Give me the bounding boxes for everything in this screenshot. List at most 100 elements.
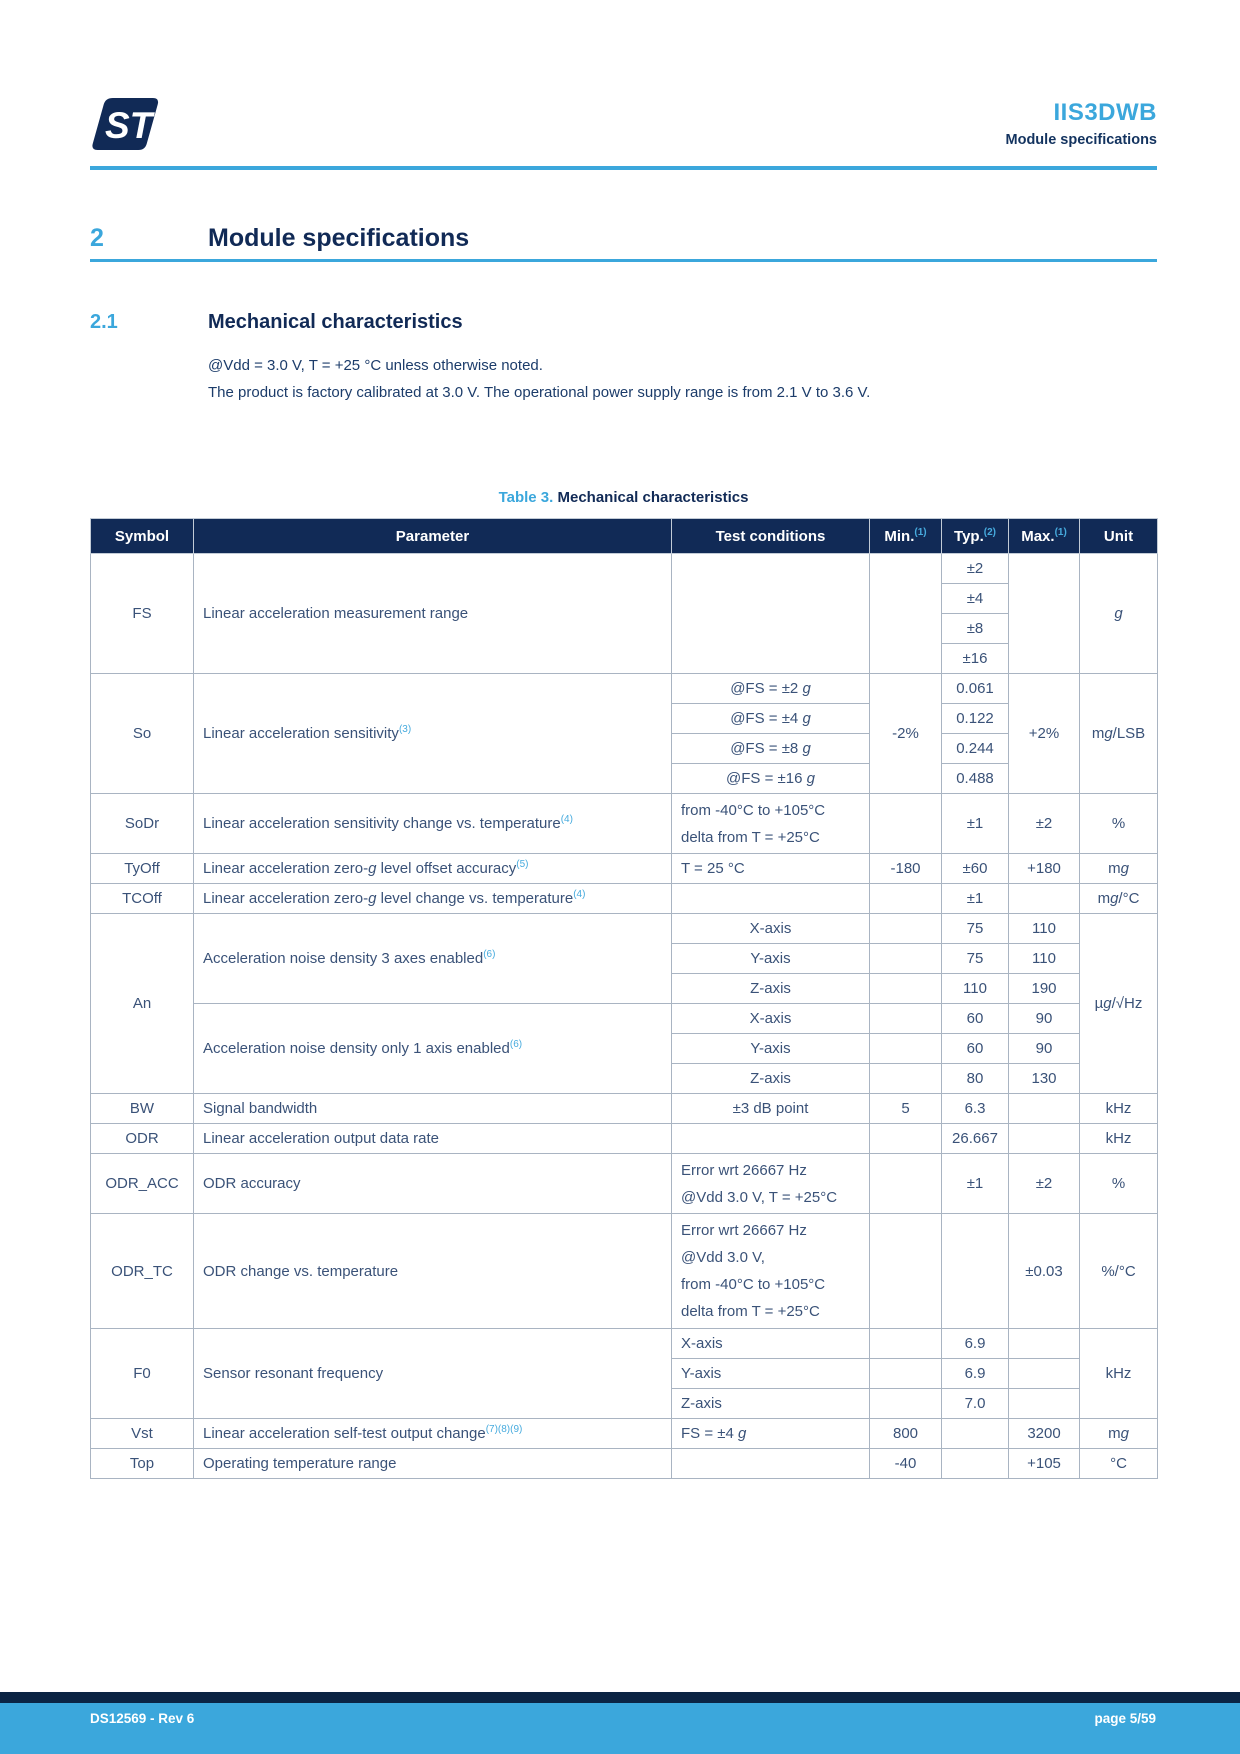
section-rule: [90, 259, 1157, 262]
table-cell: @FS = ±2 g: [671, 673, 870, 704]
table-row: SoDr Linear acceleration sensitivity chan…: [90, 793, 1158, 854]
table-cell: [869, 1328, 942, 1359]
table-cell: @FS = ±8 g: [671, 733, 870, 764]
table-cell: [941, 1448, 1009, 1479]
table-cell: from -40°C to +105°C delta from T = +25°C: [671, 793, 870, 854]
table-cell: mg/LSB: [1079, 673, 1158, 794]
table-cell: ±3 dB point: [671, 1093, 870, 1124]
table-cell: ODR accuracy: [193, 1153, 672, 1214]
table-cell: X-axis: [671, 1328, 870, 1359]
table-cell: [869, 943, 942, 974]
section-title: Module specifications: [208, 224, 470, 252]
table-cell: ±2: [1008, 1153, 1080, 1214]
table-cell: -2%: [869, 673, 942, 794]
table-row: Z-axis 7.0: [91, 1388, 1158, 1419]
table-cell: 60: [941, 1033, 1009, 1064]
product-name: IIS3DWB: [1053, 99, 1157, 126]
table-cell: 0.488: [941, 763, 1009, 794]
table-cell: %/°C: [1079, 1213, 1158, 1329]
table-row: ODR Linear acceleration output data rate 2…: [90, 1123, 1158, 1154]
table-row: FS Linear acceleration measurement range ±…: [90, 553, 1158, 674]
table-row: Top Operating temperature range -40 +105 °C: [90, 1448, 1158, 1479]
table-row: F0 Sensor resonant frequency X-axis 6.9 kHz: [90, 1328, 1158, 1419]
caption-title: Mechanical characteristics: [553, 489, 749, 506]
intro-line-2: The product is factory calibrated at 3.0…: [208, 384, 871, 401]
table-cell: +180: [1008, 853, 1080, 884]
table-cell: Linear acceleration zero-g level change …: [193, 883, 672, 914]
table-cell: [1008, 1328, 1080, 1359]
table-cell: Operating temperature range: [193, 1448, 672, 1479]
table-cell: 110: [1008, 913, 1080, 944]
table-row: ±8: [91, 613, 1158, 644]
table-cell: mg: [1079, 1418, 1158, 1449]
table-cell: TCOff: [90, 883, 194, 914]
table-cell: Z-axis: [671, 1063, 870, 1094]
header-rule: [90, 166, 1157, 170]
table-cell: Signal bandwidth: [193, 1093, 672, 1124]
table-cell: [869, 1063, 942, 1094]
table-cell: 90: [1008, 1033, 1080, 1064]
table-cell: ±60: [941, 853, 1009, 884]
table-cell: g: [1079, 553, 1158, 674]
table-row: Z-axis 80 130: [91, 1063, 1158, 1094]
table-cell: Top: [90, 1448, 194, 1479]
table-cell: [1008, 553, 1080, 674]
table-cell: Z-axis: [671, 1388, 870, 1419]
table-cell: ±16: [941, 643, 1009, 674]
table-cell: [869, 973, 942, 1004]
table-cell: 3200: [1008, 1418, 1080, 1449]
table-cell: Acceleration noise density only 1 axis e…: [193, 1003, 672, 1094]
table-cell: [869, 1213, 942, 1329]
table-cell: [1008, 1123, 1080, 1154]
table-cell: 0.244: [941, 733, 1009, 764]
footer-blue-bar: [0, 1703, 1240, 1754]
column-header: Test conditions: [671, 518, 870, 554]
table-cell: Z-axis: [671, 973, 870, 1004]
table-cell: [869, 1358, 942, 1389]
table-cell: °C: [1079, 1448, 1158, 1479]
table-cell: Linear acceleration output data rate: [193, 1123, 672, 1154]
table-cell: -180: [869, 853, 942, 884]
column-header: Parameter: [193, 518, 672, 554]
table-cell: X-axis: [671, 1003, 870, 1034]
table-cell: Sensor resonant frequency: [193, 1328, 672, 1419]
caption-label: Table 3.: [498, 489, 554, 506]
subsection-title: Mechanical characteristics: [208, 311, 463, 333]
table-row: BW Signal bandwidth ±3 dB point 5 6.3 kHz: [90, 1093, 1158, 1124]
column-header: Max.(1): [1008, 518, 1080, 554]
table-cell: mg/°C: [1079, 883, 1158, 914]
table-cell: Linear acceleration measurement range: [193, 553, 672, 674]
table-cell: FS: [90, 553, 194, 674]
table-cell: ±4: [941, 583, 1009, 614]
table-cell: SoDr: [90, 793, 194, 854]
table-cell: Error wrt 26667 Hz @Vdd 3.0 V, from -40°C …: [671, 1213, 870, 1329]
mechanical-characteristics-table: Symbol Parameter Test conditions Min.(1) Typ…: [90, 518, 1158, 1479]
svg-text:ST: ST: [105, 105, 156, 146]
table-cell: kHz: [1079, 1328, 1158, 1419]
table-cell: 75: [941, 943, 1009, 974]
column-header: Min.(1): [869, 518, 942, 554]
table-cell: So: [90, 673, 194, 794]
table-cell: ±1: [941, 1153, 1009, 1214]
table-cell: 75: [941, 913, 1009, 944]
table-cell: [869, 553, 942, 674]
column-header: Symbol: [90, 518, 194, 554]
table-cell: Acceleration noise density 3 axes enable…: [193, 913, 672, 1004]
table-cell: T = 25 °C: [671, 853, 870, 884]
table-cell: ±2: [1008, 793, 1080, 854]
table-cell: [671, 1448, 870, 1479]
table-cell: ±1: [941, 883, 1009, 914]
table-cell: %: [1079, 1153, 1158, 1214]
table-cell: ODR_TC: [90, 1213, 194, 1329]
table-row: Acceleration noise density only 1 axis e…: [91, 1003, 1158, 1094]
table-cell: 6.9: [941, 1358, 1009, 1389]
table-cell: Y-axis: [671, 1033, 870, 1064]
table-cell: µg/√Hz: [1079, 913, 1158, 1094]
table-cell: [671, 883, 870, 914]
table-cell: 800: [869, 1418, 942, 1449]
table-row: An Acceleration noise density 3 axes enab…: [90, 913, 1158, 1094]
table-cell: 110: [1008, 943, 1080, 974]
table-cell: ODR: [90, 1123, 194, 1154]
table-cell: [671, 553, 870, 674]
table-cell: [869, 913, 942, 944]
